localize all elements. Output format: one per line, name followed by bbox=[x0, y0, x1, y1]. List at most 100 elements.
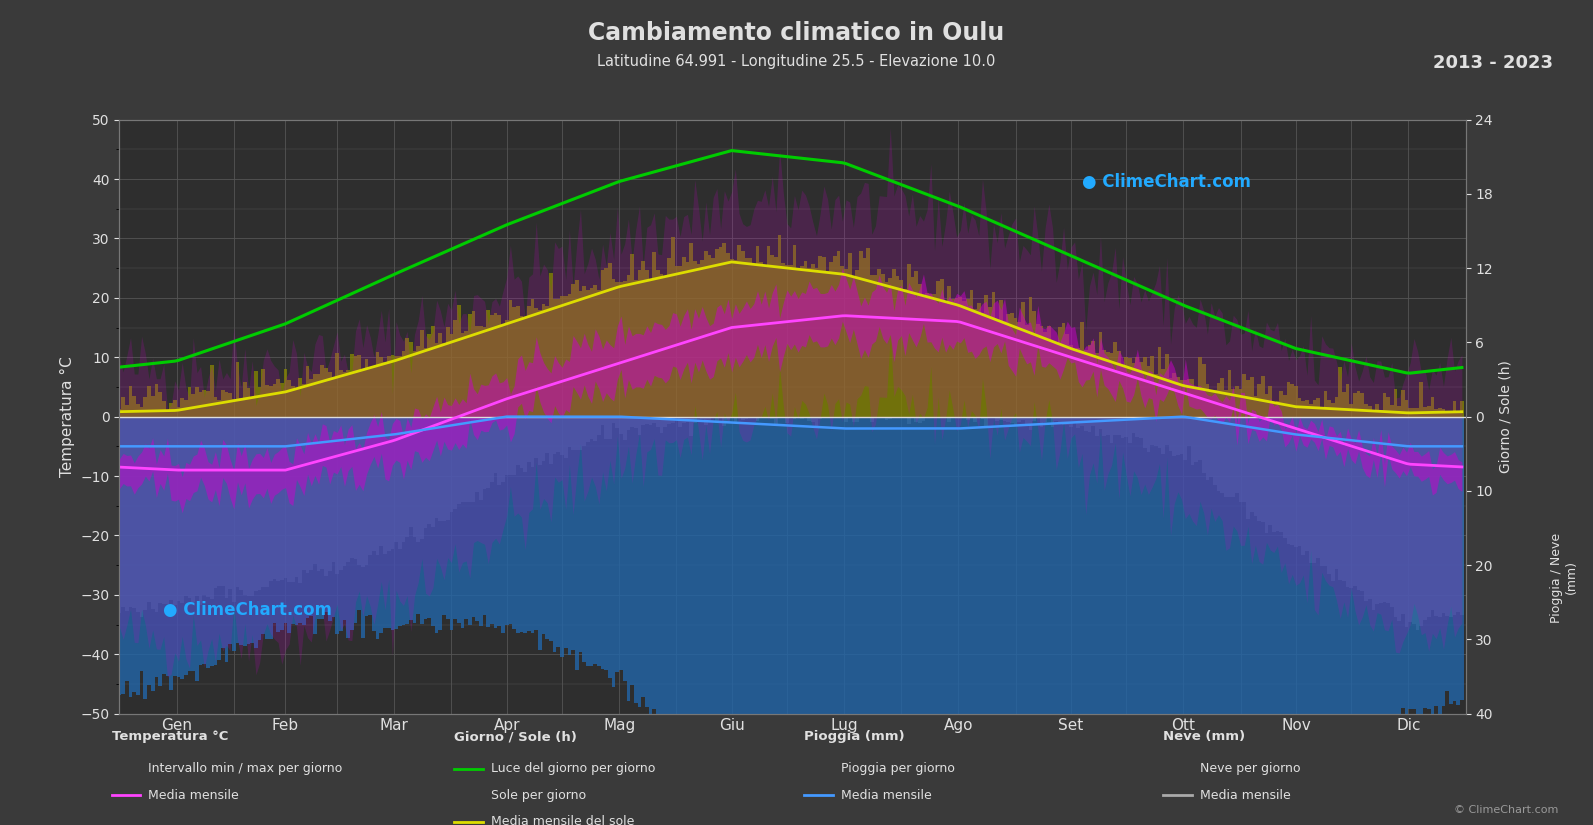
Bar bbox=[1423, 407, 1427, 417]
Bar bbox=[1372, 417, 1375, 727]
Bar bbox=[601, 417, 604, 669]
Bar bbox=[373, 366, 376, 417]
Bar bbox=[561, 296, 564, 417]
Bar bbox=[1298, 417, 1301, 546]
Bar bbox=[1391, 417, 1394, 723]
Bar bbox=[1013, 417, 1018, 426]
Bar bbox=[701, 260, 704, 417]
Bar bbox=[674, 417, 679, 733]
Bar bbox=[1066, 334, 1069, 417]
Bar bbox=[1080, 417, 1083, 426]
Bar bbox=[556, 299, 561, 417]
Bar bbox=[350, 417, 354, 558]
Bar bbox=[118, 408, 121, 417]
Bar bbox=[841, 417, 844, 825]
Bar bbox=[601, 270, 604, 417]
Bar bbox=[1246, 417, 1251, 763]
Bar bbox=[155, 417, 158, 611]
Bar bbox=[1072, 417, 1077, 748]
Bar bbox=[1002, 321, 1007, 417]
Bar bbox=[1301, 401, 1305, 417]
Bar bbox=[1380, 417, 1383, 603]
Bar bbox=[1206, 417, 1209, 771]
Bar bbox=[1427, 406, 1431, 417]
Bar bbox=[1080, 322, 1083, 417]
Bar bbox=[1405, 417, 1408, 717]
Bar bbox=[401, 351, 405, 417]
Bar bbox=[906, 417, 911, 424]
Bar bbox=[143, 417, 147, 699]
Bar bbox=[1239, 417, 1243, 758]
Bar bbox=[653, 252, 656, 417]
Bar bbox=[132, 417, 135, 692]
Bar bbox=[194, 387, 199, 417]
Bar bbox=[1254, 417, 1257, 516]
Bar bbox=[1051, 417, 1055, 427]
Bar bbox=[155, 384, 158, 417]
Bar bbox=[556, 417, 561, 452]
Bar bbox=[1099, 332, 1102, 417]
Bar bbox=[690, 417, 693, 436]
Bar bbox=[634, 417, 637, 428]
Bar bbox=[1169, 379, 1172, 417]
Bar bbox=[730, 417, 733, 789]
Bar bbox=[376, 417, 379, 555]
Bar bbox=[892, 269, 895, 417]
Bar bbox=[545, 417, 550, 639]
Bar bbox=[446, 417, 449, 619]
Bar bbox=[693, 262, 696, 417]
Bar bbox=[844, 417, 847, 422]
Bar bbox=[1180, 417, 1184, 454]
Bar bbox=[1010, 417, 1013, 423]
Bar bbox=[1043, 417, 1047, 422]
Bar bbox=[744, 417, 749, 419]
Bar bbox=[1268, 386, 1271, 417]
Bar bbox=[280, 417, 284, 630]
Bar bbox=[188, 417, 191, 597]
Bar bbox=[992, 292, 996, 417]
Bar bbox=[609, 263, 612, 417]
Bar bbox=[973, 309, 977, 417]
Bar bbox=[143, 397, 147, 417]
Bar bbox=[977, 417, 981, 825]
Bar bbox=[723, 417, 726, 780]
Bar bbox=[205, 417, 210, 596]
Bar bbox=[1251, 377, 1254, 417]
Bar bbox=[819, 417, 822, 419]
Bar bbox=[379, 417, 384, 546]
Bar bbox=[1327, 400, 1332, 417]
Bar bbox=[1192, 417, 1195, 464]
Bar bbox=[808, 267, 811, 417]
Bar bbox=[298, 417, 303, 582]
Bar bbox=[272, 417, 276, 578]
Bar bbox=[188, 388, 191, 417]
Bar bbox=[715, 249, 718, 417]
Bar bbox=[534, 417, 538, 629]
Bar bbox=[401, 417, 405, 625]
Bar bbox=[715, 417, 718, 776]
Bar bbox=[1043, 417, 1047, 770]
Bar bbox=[390, 417, 393, 629]
Bar bbox=[284, 369, 287, 417]
Bar bbox=[516, 417, 519, 464]
Bar bbox=[637, 417, 642, 706]
Text: Media mensile: Media mensile bbox=[148, 789, 239, 802]
Bar bbox=[405, 417, 409, 625]
Bar bbox=[468, 417, 472, 625]
Bar bbox=[1423, 417, 1427, 620]
Bar bbox=[855, 417, 859, 422]
Bar bbox=[460, 333, 464, 417]
Bar bbox=[1265, 394, 1268, 417]
Bar bbox=[718, 417, 723, 773]
Bar bbox=[1228, 417, 1231, 756]
Bar bbox=[718, 247, 723, 417]
Bar bbox=[981, 314, 984, 417]
Bar bbox=[255, 417, 258, 648]
Bar bbox=[1431, 417, 1434, 716]
Bar bbox=[1309, 403, 1313, 417]
Bar bbox=[272, 384, 276, 417]
Bar bbox=[538, 417, 542, 465]
Bar bbox=[679, 266, 682, 417]
Bar bbox=[1279, 391, 1282, 417]
Bar bbox=[1035, 417, 1040, 800]
